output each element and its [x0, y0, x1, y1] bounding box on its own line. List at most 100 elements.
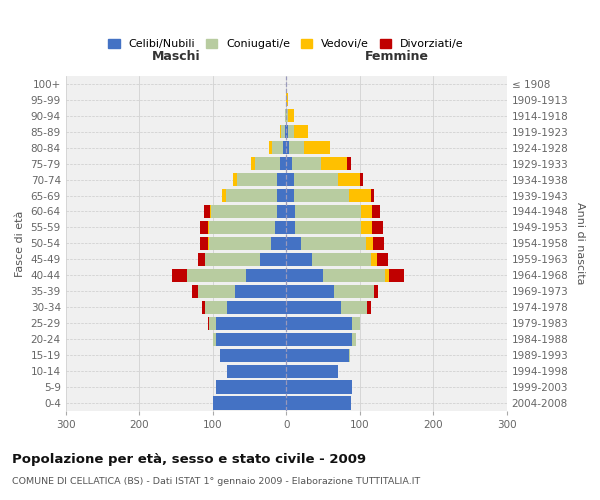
Bar [209, 221, 275, 234]
Bar [205, 300, 227, 314]
Text: Femmine: Femmine [364, 50, 428, 63]
Bar [352, 332, 356, 345]
Bar [371, 253, 377, 266]
Bar [367, 300, 371, 314]
Bar [214, 332, 217, 345]
Bar [361, 205, 372, 218]
Bar [349, 189, 371, 202]
Bar [235, 284, 286, 298]
Bar [287, 125, 293, 138]
Bar [277, 173, 286, 186]
Bar [338, 173, 360, 186]
Bar [222, 189, 226, 202]
Bar [365, 237, 373, 250]
Bar [200, 237, 208, 250]
Bar [285, 125, 286, 138]
Bar [347, 157, 351, 170]
Bar [286, 157, 292, 170]
Bar [271, 237, 286, 250]
Bar [349, 348, 350, 362]
Bar [286, 364, 338, 378]
Bar [210, 205, 211, 218]
Bar [352, 316, 360, 330]
Bar [286, 189, 293, 202]
Bar [260, 253, 286, 266]
Bar [286, 269, 323, 282]
Bar [209, 237, 271, 250]
Bar [211, 205, 277, 218]
Text: Popolazione per età, sesso e stato civile - 2009: Popolazione per età, sesso e stato civil… [12, 452, 366, 466]
Bar [198, 284, 235, 298]
Bar [246, 269, 286, 282]
Bar [227, 300, 286, 314]
Bar [277, 189, 286, 202]
Bar [286, 141, 289, 154]
Bar [280, 125, 281, 138]
Bar [373, 237, 384, 250]
Text: COMUNE DI CELLATICA (BS) - Dati ISTAT 1° gennaio 2009 - Elaborazione TUTTITALIA.: COMUNE DI CELLATICA (BS) - Dati ISTAT 1°… [12, 478, 420, 486]
Bar [293, 189, 349, 202]
Bar [226, 189, 277, 202]
Bar [372, 205, 380, 218]
Bar [285, 109, 286, 122]
Bar [322, 157, 347, 170]
Y-axis label: Fasce di età: Fasce di età [15, 210, 25, 276]
Bar [361, 221, 372, 234]
Bar [217, 332, 286, 345]
Bar [374, 284, 378, 298]
Bar [301, 237, 365, 250]
Bar [286, 284, 334, 298]
Bar [286, 173, 293, 186]
Bar [187, 269, 246, 282]
Bar [286, 396, 351, 409]
Bar [251, 157, 254, 170]
Bar [292, 157, 322, 170]
Bar [334, 284, 374, 298]
Bar [277, 205, 286, 218]
Bar [254, 157, 280, 170]
Bar [286, 348, 349, 362]
Bar [286, 300, 341, 314]
Bar [275, 221, 286, 234]
Bar [280, 157, 286, 170]
Bar [205, 253, 260, 266]
Bar [212, 396, 286, 409]
Bar [286, 93, 287, 106]
Bar [377, 253, 388, 266]
Bar [233, 173, 237, 186]
Bar [286, 221, 295, 234]
Bar [286, 380, 352, 394]
Bar [293, 173, 338, 186]
Bar [208, 237, 209, 250]
Bar [293, 125, 308, 138]
Y-axis label: Anni di nascita: Anni di nascita [575, 202, 585, 284]
Bar [372, 221, 383, 234]
Bar [286, 237, 301, 250]
Bar [323, 269, 385, 282]
Bar [312, 253, 371, 266]
Bar [217, 316, 286, 330]
Bar [286, 205, 295, 218]
Bar [283, 141, 286, 154]
Bar [281, 125, 285, 138]
Bar [385, 269, 389, 282]
Bar [286, 125, 287, 138]
Bar [295, 205, 361, 218]
Bar [227, 364, 286, 378]
Bar [208, 316, 209, 330]
Legend: Celibi/Nubili, Coniugati/e, Vedovi/e, Divorziati/e: Celibi/Nubili, Coniugati/e, Vedovi/e, Di… [104, 34, 469, 54]
Bar [286, 316, 352, 330]
Bar [217, 380, 286, 394]
Bar [198, 253, 205, 266]
Bar [304, 141, 329, 154]
Text: Maschi: Maschi [152, 50, 200, 63]
Bar [289, 109, 294, 122]
Bar [269, 141, 272, 154]
Bar [200, 221, 208, 234]
Bar [286, 109, 289, 122]
Bar [389, 269, 404, 282]
Bar [172, 269, 187, 282]
Bar [286, 332, 352, 345]
Bar [237, 173, 277, 186]
Bar [272, 141, 283, 154]
